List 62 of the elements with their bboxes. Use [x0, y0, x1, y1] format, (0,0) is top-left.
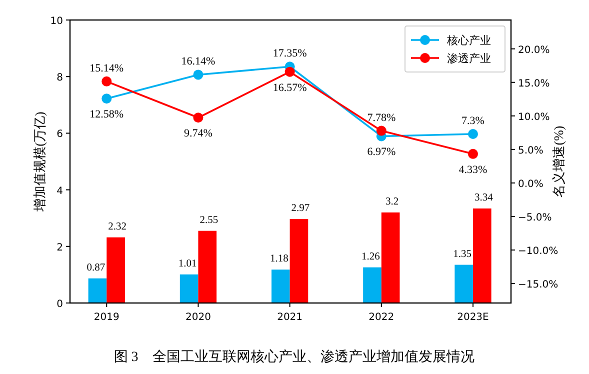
y-axis-title: 增加值规模(万亿): [32, 112, 47, 212]
data-label: 2.97: [291, 202, 310, 214]
data-label: 3.34: [474, 192, 494, 204]
y-tick-label: 2: [56, 242, 63, 254]
y2-tick-label: −10.0%: [518, 246, 558, 258]
y-tick-label: 6: [56, 129, 63, 140]
bar: [106, 237, 125, 303]
data-label: 17.35%: [272, 48, 307, 60]
x-tick-label: 2023E: [457, 312, 489, 323]
y-tick-label: 0: [56, 299, 63, 310]
data-label: 4.33%: [458, 164, 488, 176]
data-label: 16.14%: [181, 56, 216, 68]
data-label: 1.35: [453, 248, 472, 260]
bar: [271, 270, 290, 303]
y-tick-label: 4: [56, 186, 63, 197]
y2-tick-label: −15.0%: [518, 280, 558, 291]
data-label: 2.55: [200, 214, 218, 226]
bar: [381, 212, 400, 303]
data-label: 15.14%: [90, 62, 124, 74]
point: [376, 126, 386, 136]
y2-axis-title: 名义增速(%): [551, 126, 566, 198]
bar: [454, 264, 473, 303]
bar: [363, 267, 382, 303]
point: [193, 70, 204, 80]
x-tick-label: 2019: [94, 312, 120, 323]
text: 图 3 全国工业互联网核心产业、渗透产业增加值发展情况: [114, 349, 474, 365]
data-label: 9.74%: [184, 128, 212, 140]
bar: [198, 230, 217, 303]
point: [102, 94, 112, 104]
data-label: 3.2: [386, 196, 399, 208]
point: [102, 76, 112, 86]
bar: [88, 278, 107, 303]
legend-label: 核心产业: [446, 34, 491, 47]
data-label: 6.97%: [367, 146, 396, 158]
y-tick-label: 10: [50, 16, 63, 27]
point: [193, 112, 204, 123]
y2-tick-label: 10.0%: [518, 112, 550, 123]
data-label: 7.78%: [367, 112, 396, 124]
y2-tick-label: 5.0%: [518, 145, 544, 156]
x-tick-label: 2022: [368, 312, 394, 323]
bar: [180, 274, 198, 303]
data-label: 1.18: [270, 254, 288, 265]
point: [468, 148, 478, 159]
point: [468, 129, 478, 140]
bar: [472, 208, 492, 303]
data-label: 12.58%: [90, 108, 124, 121]
data-label: 1.01: [178, 258, 197, 270]
data-label: 2.32: [108, 221, 126, 232]
x-tick-label: 2020: [186, 312, 211, 323]
y2-tick-label: 15.0%: [518, 78, 550, 90]
data-label: 16.57%: [272, 82, 307, 94]
data-label: 7.3%: [462, 115, 484, 128]
y2-tick-label: −5.0%: [518, 212, 552, 224]
bar: [290, 218, 308, 303]
point: [284, 66, 295, 77]
y-tick-label: 8: [56, 72, 63, 84]
data-label: 0.87: [86, 262, 106, 274]
y2-tick-label: 20.0%: [518, 44, 550, 56]
x-tick-label: 2021: [277, 312, 303, 323]
legend-label: 渗透产业: [447, 52, 491, 65]
data-label: 1.26: [362, 251, 380, 262]
y2-tick-label: 0.0%: [518, 178, 544, 190]
